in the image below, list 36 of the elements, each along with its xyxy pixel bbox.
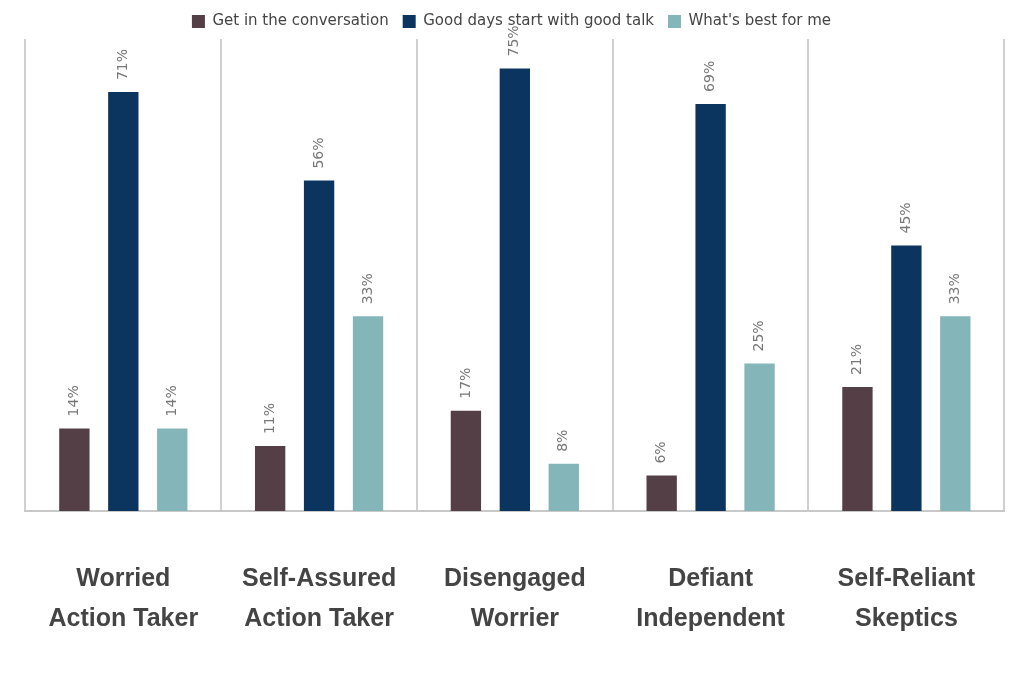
- x-tick-label: Disengaged Worrier: [444, 562, 586, 631]
- x-tick-label: Self-Assured Action Taker: [241, 562, 397, 631]
- data-label: 17%: [456, 367, 473, 399]
- bar: [157, 428, 188, 511]
- data-label: 25%: [750, 320, 767, 352]
- data-label: 11%: [260, 402, 277, 435]
- bar: [450, 410, 482, 511]
- data-label: 14%: [162, 385, 179, 417]
- data-label: 6%: [652, 441, 669, 464]
- data-label: 33%: [358, 273, 375, 305]
- x-tick-label: Defiant Independent: [636, 562, 786, 631]
- bar: [499, 68, 531, 511]
- data-label: 45%: [897, 202, 914, 234]
- legend-label: What's best for me: [688, 11, 832, 30]
- data-label: 33%: [945, 273, 962, 305]
- data-label: 71%: [113, 48, 130, 81]
- bar: [695, 103, 726, 511]
- bar: [646, 475, 677, 511]
- bar: [303, 180, 335, 511]
- bar: [59, 428, 90, 511]
- x-tick-label: Worried Action Taker: [48, 562, 199, 631]
- data-label: 8%: [554, 429, 571, 452]
- bar: [352, 316, 384, 511]
- data-label: 21%: [848, 343, 865, 376]
- bar: [254, 446, 286, 511]
- bar: [891, 245, 922, 511]
- bar: [842, 387, 873, 511]
- bar: [744, 363, 775, 511]
- data-label: 69%: [701, 60, 718, 92]
- bar: [108, 92, 139, 511]
- data-label: 14%: [65, 385, 82, 417]
- bar: [548, 463, 579, 511]
- data-label: 56%: [309, 137, 326, 169]
- bar: [940, 316, 971, 511]
- legend-label: Get in the conversation: [212, 11, 389, 30]
- x-tick-label: Self-Reliant Skeptics: [837, 562, 976, 631]
